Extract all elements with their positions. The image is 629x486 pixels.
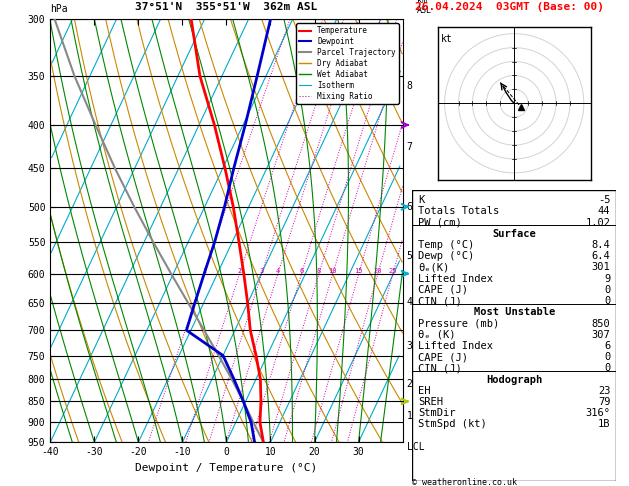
Text: -5: -5 bbox=[598, 195, 610, 205]
Text: 20: 20 bbox=[374, 268, 382, 274]
Text: 26.04.2024  03GMT (Base: 00): 26.04.2024 03GMT (Base: 00) bbox=[415, 2, 604, 12]
Text: 6: 6 bbox=[299, 268, 304, 274]
Text: 1.02: 1.02 bbox=[586, 218, 610, 227]
Text: 0: 0 bbox=[604, 364, 610, 373]
Text: CAPE (J): CAPE (J) bbox=[418, 285, 468, 295]
Text: Lifted Index: Lifted Index bbox=[418, 274, 493, 284]
Text: 79: 79 bbox=[598, 397, 610, 407]
Text: 2: 2 bbox=[407, 379, 413, 389]
Text: 2: 2 bbox=[238, 268, 242, 274]
Text: K: K bbox=[418, 195, 425, 205]
Text: 6.4: 6.4 bbox=[591, 251, 610, 261]
Text: 850: 850 bbox=[591, 318, 610, 329]
Text: θₑ(K): θₑ(K) bbox=[418, 262, 449, 273]
Text: PW (cm): PW (cm) bbox=[418, 218, 462, 227]
Text: Hodograph: Hodograph bbox=[486, 375, 542, 384]
Text: 3: 3 bbox=[260, 268, 264, 274]
Text: 301: 301 bbox=[591, 262, 610, 273]
Text: 4: 4 bbox=[407, 297, 413, 307]
Text: 1: 1 bbox=[407, 411, 413, 421]
Text: 1: 1 bbox=[202, 268, 206, 274]
Text: Dewp (°C): Dewp (°C) bbox=[418, 251, 474, 261]
Text: 307: 307 bbox=[591, 330, 610, 340]
Text: 10: 10 bbox=[328, 268, 337, 274]
Text: Pressure (mb): Pressure (mb) bbox=[418, 318, 499, 329]
Text: 6: 6 bbox=[407, 202, 413, 212]
Text: 9: 9 bbox=[604, 274, 610, 284]
Text: 8.4: 8.4 bbox=[591, 240, 610, 250]
Text: Most Unstable: Most Unstable bbox=[474, 307, 555, 317]
Text: 15: 15 bbox=[355, 268, 363, 274]
Text: hPa: hPa bbox=[50, 4, 68, 14]
Text: 37°51'N  355°51'W  362m ASL: 37°51'N 355°51'W 362m ASL bbox=[135, 2, 318, 12]
Text: 0: 0 bbox=[604, 296, 610, 306]
Text: 5: 5 bbox=[407, 251, 413, 261]
X-axis label: Dewpoint / Temperature (°C): Dewpoint / Temperature (°C) bbox=[135, 463, 318, 473]
Text: 8: 8 bbox=[317, 268, 321, 274]
Text: LCL: LCL bbox=[407, 442, 425, 452]
Text: 316°: 316° bbox=[586, 408, 610, 418]
Text: 25: 25 bbox=[389, 268, 397, 274]
Text: 0: 0 bbox=[604, 352, 610, 362]
Text: StmDir: StmDir bbox=[418, 408, 455, 418]
Text: 23: 23 bbox=[598, 386, 610, 396]
Text: CIN (J): CIN (J) bbox=[418, 364, 462, 373]
Text: 0: 0 bbox=[604, 285, 610, 295]
Text: kt: kt bbox=[440, 34, 452, 44]
Text: 1B: 1B bbox=[598, 419, 610, 430]
Text: 4: 4 bbox=[276, 268, 280, 274]
Legend: Temperature, Dewpoint, Parcel Trajectory, Dry Adiabat, Wet Adiabat, Isotherm, Mi: Temperature, Dewpoint, Parcel Trajectory… bbox=[296, 23, 399, 104]
Text: 8: 8 bbox=[407, 81, 413, 91]
Text: Surface: Surface bbox=[493, 229, 536, 239]
Text: km
ASL: km ASL bbox=[416, 0, 431, 15]
Text: Totals Totals: Totals Totals bbox=[418, 207, 499, 216]
Text: θₑ (K): θₑ (K) bbox=[418, 330, 455, 340]
Text: Lifted Index: Lifted Index bbox=[418, 341, 493, 351]
Text: SREH: SREH bbox=[418, 397, 443, 407]
Text: Temp (°C): Temp (°C) bbox=[418, 240, 474, 250]
Text: EH: EH bbox=[418, 386, 431, 396]
Text: 3: 3 bbox=[407, 341, 413, 350]
Text: 44: 44 bbox=[598, 207, 610, 216]
Text: 6: 6 bbox=[604, 341, 610, 351]
Text: CIN (J): CIN (J) bbox=[418, 296, 462, 306]
Text: 7: 7 bbox=[407, 142, 413, 152]
Text: © weatheronline.co.uk: © weatheronline.co.uk bbox=[412, 478, 517, 486]
Text: CAPE (J): CAPE (J) bbox=[418, 352, 468, 362]
Text: StmSpd (kt): StmSpd (kt) bbox=[418, 419, 487, 430]
